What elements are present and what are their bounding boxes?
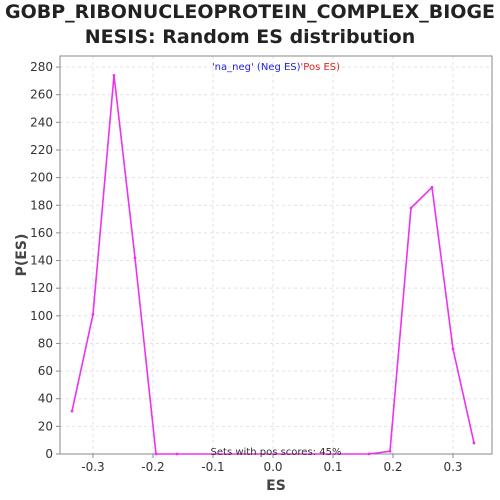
data-point [472,441,476,445]
y-tick-label: 240 [30,115,53,129]
y-tick-label: 40 [38,392,53,406]
x-axis-title: ES [266,478,286,494]
x-tick-label: 0.2 [383,460,402,474]
data-point [175,452,179,456]
data-point [430,185,434,189]
x-tick-label: 0.3 [443,460,462,474]
data-point [112,73,116,77]
data-point [154,452,158,456]
data-point [133,256,137,260]
y-tick-label: 0 [45,447,53,461]
y-tick-label: 200 [30,171,53,185]
pos-scores-annotation: Sets with pos scores: 45% [211,447,342,458]
y-tick-label: 80 [38,336,53,350]
data-point [91,313,95,316]
chart-title-line-1: GOBP_RIBONUCLEOPROTEIN_COMPLEX_BIOGE [4,1,496,23]
chart-title: GOBP_RIBONUCLEOPROTEIN_COMPLEX_BIOGE NES… [0,0,500,50]
chart-title-line-2: NESIS: Random ES distribution [84,26,416,48]
x-tick-label: -0.2 [141,460,164,474]
x-tick-label: -0.1 [201,460,224,474]
series-layer [70,73,476,456]
legend-item-pos: 'Pos ES) [301,62,341,73]
x-tick-label: 0.1 [323,460,342,474]
data-point [409,206,413,210]
y-tick-label: 280 [30,60,53,74]
y-tick-label: 140 [30,254,53,268]
data-point [388,449,392,453]
y-tick-label: 260 [30,88,53,102]
es-distribution-line [71,74,475,455]
y-tick-label: 120 [30,281,53,295]
y-tick-label: 180 [30,198,53,212]
y-tick-label: 20 [38,419,53,433]
legend: 'na_neg' (Neg ES)'Pos ES) [212,62,340,73]
data-point [451,347,455,351]
x-tick-label: 0.0 [263,460,282,474]
y-tick-label: 160 [30,226,53,240]
plot-frame [59,55,493,455]
data-point [70,409,74,413]
axis-ticks: 0 20 40 60 80 100 120 140 160 180 200 220 240 260 280 -… [30,60,462,474]
y-tick-label: 220 [30,143,53,157]
data-point [367,452,371,456]
y-tick-label: 60 [38,364,53,378]
y-axis-title: P(ES) [14,234,30,277]
legend-item-neg: 'na_neg' (Neg ES) [212,62,301,73]
grid-lines [60,56,492,455]
y-tick-label: 100 [30,309,53,323]
x-tick-label: -0.3 [81,460,104,474]
